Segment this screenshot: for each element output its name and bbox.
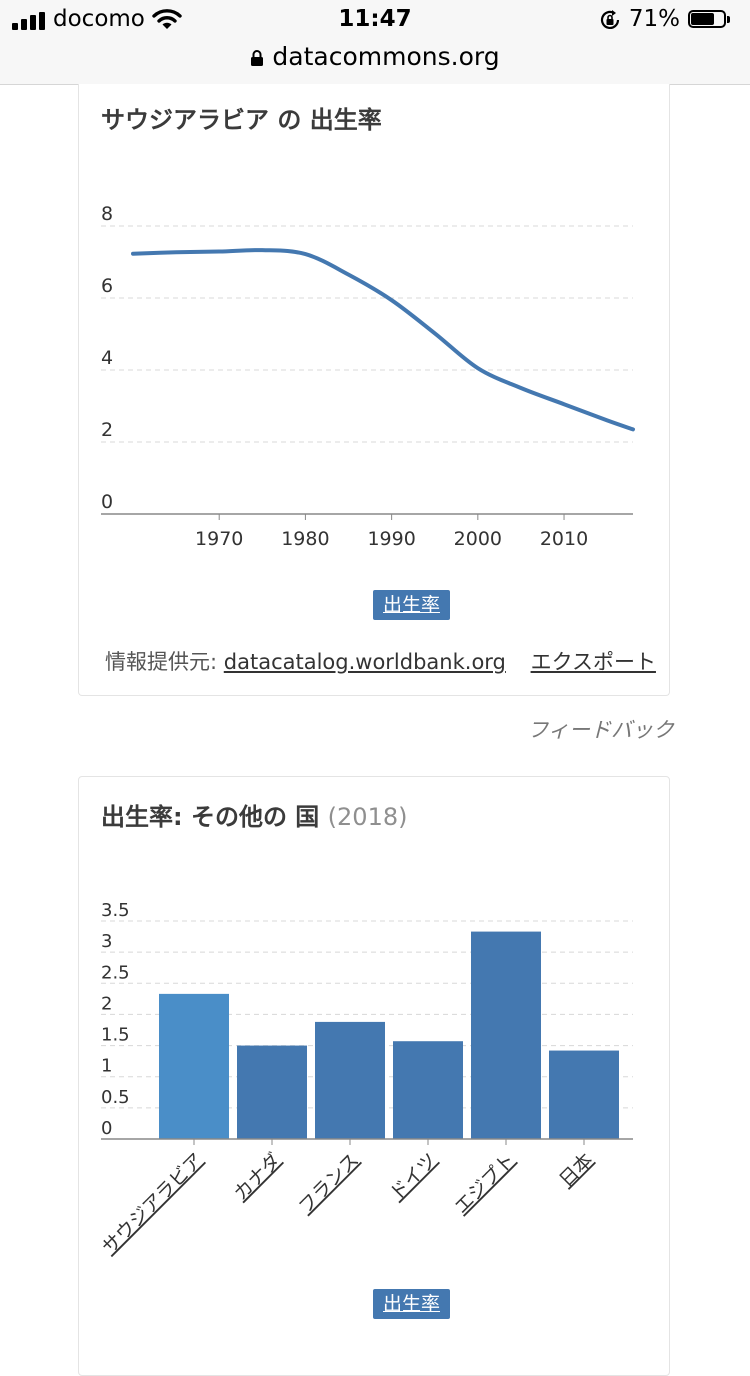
url-text: datacommons.org — [272, 42, 500, 71]
x-category-label[interactable]: 日本 — [555, 1149, 597, 1191]
bar-1[interactable] — [237, 1045, 307, 1139]
legend-chip[interactable]: 出生率 — [373, 1289, 451, 1319]
export-link[interactable]: エクスポート — [530, 650, 656, 674]
x-tick-label: 1970 — [195, 528, 243, 550]
fertility-trend-card: サウジアラビア の 出生率 0 2 4 6 8 1970 1980 1990 2000 2010 … — [78, 84, 670, 696]
card-title: サウジアラビア の 出生率 — [101, 106, 382, 134]
y-tick-label: 0 — [101, 1118, 112, 1139]
y-tick-label: 1.5 — [101, 1025, 130, 1046]
status-bar: docomo 11:47 71% — [0, 0, 750, 40]
line-chart: 0 2 4 6 8 1970 1980 1990 2000 2010 — [101, 203, 635, 550]
y-tick-label: 8 — [101, 203, 113, 225]
x-tick-label: 1990 — [367, 528, 415, 550]
y-tick-label: 3.5 — [101, 900, 130, 921]
y-tick-label: 0 — [101, 491, 113, 513]
y-tick-label: 6 — [101, 275, 113, 297]
y-tick-label: 4 — [101, 347, 113, 369]
signal-strength-icon — [12, 12, 48, 30]
x-category-label[interactable]: フランス — [295, 1149, 364, 1218]
card-title-year: (2018) — [327, 803, 408, 831]
y-tick-label: 2 — [101, 419, 113, 441]
source-link[interactable]: datacatalog.worldbank.org — [223, 650, 506, 674]
x-category-label[interactable]: サウジアラビア — [98, 1149, 208, 1259]
y-tick-label: 2.5 — [101, 962, 130, 983]
x-category-label[interactable]: エジプト — [450, 1149, 519, 1218]
x-category-label[interactable]: カナダ — [230, 1149, 286, 1205]
bar-0[interactable] — [159, 993, 229, 1139]
legend-chip[interactable]: 出生率 — [373, 590, 451, 620]
address-bar[interactable]: datacommons.org — [0, 40, 750, 85]
y-tick-label: 0.5 — [101, 1087, 130, 1108]
series-line-fertility[interactable] — [131, 248, 635, 432]
padlock-icon — [251, 50, 264, 66]
bar-4[interactable] — [471, 931, 541, 1139]
bar-2[interactable] — [315, 1021, 385, 1139]
y-tick-label: 1 — [101, 1056, 112, 1077]
card-title-text: 出生率: その他の 国 — [101, 803, 320, 831]
carrier-name: docomo — [53, 6, 145, 32]
wifi-icon — [152, 9, 182, 29]
x-category-label[interactable]: ドイツ — [386, 1149, 442, 1205]
feedback-link[interactable]: フィードバック — [527, 718, 674, 742]
card-title: 出生率: その他の 国 (2018) — [101, 797, 407, 832]
rotation-lock-icon — [600, 10, 620, 29]
bar-chart: 0 0.5 1 1.5 2 2.5 3 3.5 サウジアラビア カナダ フランス ドイツ エジプト 日本 — [98, 900, 633, 1259]
y-tick-label: 3 — [101, 931, 112, 952]
x-tick-label: 1980 — [281, 528, 329, 550]
y-tick-label: 2 — [101, 993, 112, 1014]
battery-percentage: 71% — [628, 6, 680, 32]
x-tick-label: 2010 — [540, 528, 588, 550]
fertility-comparison-card: 出生率: その他の 国 (2018) 0 0.5 1 1.5 2 2.5 3 3.5 サウジアラ… — [78, 776, 670, 1376]
x-tick-label: 2000 — [454, 528, 502, 550]
bar-5[interactable] — [549, 1050, 619, 1139]
source-label: 情報提供元: — [105, 650, 218, 674]
bar-3[interactable] — [393, 1041, 463, 1139]
battery-icon — [688, 10, 732, 30]
source-line: 情報提供元: datacatalog.worldbank.org エクスポート — [105, 646, 656, 676]
